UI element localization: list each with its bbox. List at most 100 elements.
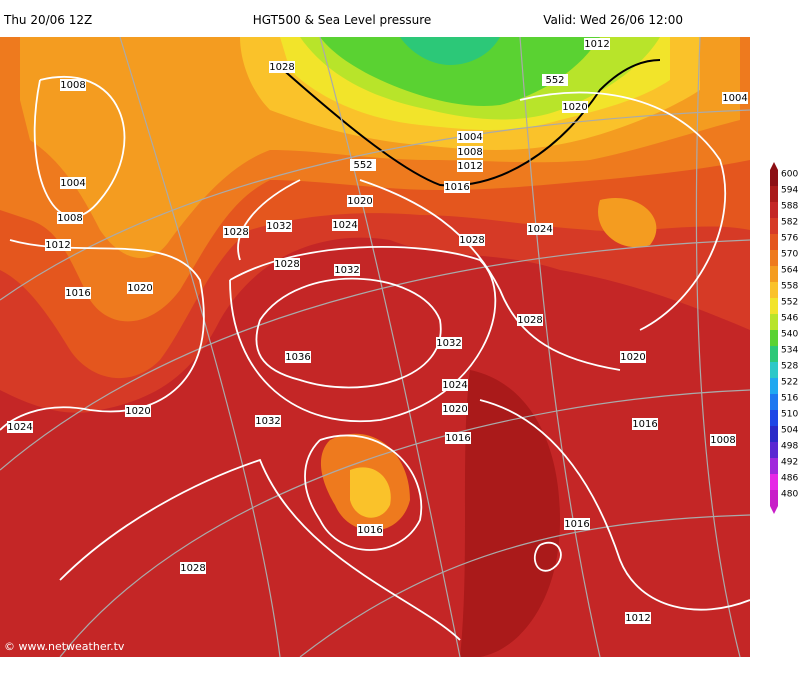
isobar-label: 1016 — [632, 419, 657, 430]
isobar-label-bg — [620, 351, 646, 363]
isobar-label-bg — [527, 223, 553, 235]
isobar-label-bg — [457, 160, 483, 172]
colorbar: 600 594 588 582 576 570 564 558 552 546 540 534 528 5… — [770, 162, 798, 514]
colorbar-label: 576 — [781, 234, 798, 244]
isobar-label-bg — [180, 562, 206, 574]
header-right: Valid: Wed 26/06 12:00 — [543, 13, 683, 27]
isobar-label-bg — [332, 219, 358, 231]
colorbar-label: 504 — [781, 426, 798, 436]
colorbar-swatch — [770, 458, 778, 474]
isobar-label: 1020 — [442, 404, 467, 415]
colorbar-label: 480 — [781, 490, 798, 500]
colorbar-label: 492 — [781, 458, 798, 468]
isobar-label-bg — [350, 159, 376, 171]
colorbar-swatch — [770, 426, 778, 442]
isobar-label: 1024 — [527, 224, 552, 235]
colorbar-swatch — [770, 218, 778, 234]
colorbar-swatch — [770, 474, 778, 490]
colorbar-label: 498 — [781, 442, 798, 452]
isobar-label: 1024 — [442, 380, 467, 391]
isobar-label: 1020 — [127, 283, 152, 294]
isobar-label: 1024 — [332, 220, 357, 231]
isobar-label: 1008 — [710, 435, 735, 446]
isobar-label: 1012 — [625, 613, 650, 624]
isobar-label: 1008 — [60, 80, 85, 91]
isobar-label: 1016 — [564, 519, 589, 530]
colorbar-label: 486 — [781, 474, 798, 484]
colorbar-end — [770, 506, 778, 514]
isobar-label: 1016 — [65, 288, 90, 299]
isobar-label: 1028 — [517, 315, 542, 326]
colorbar-swatch — [770, 410, 778, 426]
colorbar-label: 588 — [781, 202, 798, 212]
isobar-label-bg — [722, 92, 748, 104]
isobar-label: 1008 — [457, 147, 482, 158]
colorbar-swatch — [770, 330, 778, 346]
colorbar-label: 528 — [781, 362, 798, 372]
isobar-label: 1032 — [266, 221, 291, 232]
isobar-label: 1020 — [562, 102, 587, 113]
colorbar-end — [770, 162, 778, 170]
colorbar-swatch — [770, 314, 778, 330]
isobar-label: 1028 — [274, 259, 299, 270]
isobar-label-bg — [269, 61, 295, 73]
colorbar-label: 582 — [781, 218, 798, 228]
isobar-label-bg — [60, 177, 86, 189]
isobar-label-bg — [459, 234, 485, 246]
isobar-label-bg — [562, 101, 588, 113]
isobar-label: 1004 — [60, 178, 85, 189]
isobar-label-bg — [564, 518, 590, 530]
isobar-label-bg — [7, 421, 33, 433]
header-left: Thu 20/06 12Z — [3, 13, 92, 27]
isobar-label-bg — [442, 403, 468, 415]
colorbar-swatch — [770, 346, 778, 362]
isobar-label: 1004 — [457, 132, 482, 143]
isobar-label-bg — [65, 287, 91, 299]
isobar-label: 1032 — [255, 416, 280, 427]
isobar-label: 1020 — [125, 406, 150, 417]
isobar-label-bg — [442, 379, 468, 391]
colorbar-label: 594 — [781, 186, 798, 196]
colorbar-label: 600 — [781, 170, 798, 180]
isobar-label: 1020 — [620, 352, 645, 363]
colorbar-label: 522 — [781, 378, 798, 388]
isobar-label-bg — [255, 415, 281, 427]
isobar-label-bg — [632, 418, 658, 430]
isobar-label: 1028 — [180, 563, 205, 574]
isobar-label: 1012 — [45, 240, 70, 251]
isobar-label: 1012 — [457, 161, 482, 172]
isobar-label: 1032 — [436, 338, 461, 349]
colorbar-label: 510 — [781, 410, 798, 420]
isobar-label-bg — [125, 405, 151, 417]
colorbar-label: 546 — [781, 314, 798, 324]
colorbar-swatch — [770, 282, 778, 298]
isobar-label-bg — [436, 337, 462, 349]
isobar-label: 1016 — [357, 525, 382, 536]
colorbar-label: 540 — [781, 330, 798, 340]
colorbar-label: 570 — [781, 250, 798, 260]
isobar-label-bg — [625, 612, 651, 624]
colorbar-label: 552 — [781, 298, 798, 308]
isobar-label-bg — [285, 351, 311, 363]
isobar-label-bg — [274, 258, 300, 270]
isobar-label-bg — [457, 131, 483, 143]
colorbar-swatch — [770, 378, 778, 394]
isobar-label: 552 — [353, 160, 372, 171]
isobar-label: 1024 — [7, 422, 32, 433]
isobar-label-bg — [223, 226, 249, 238]
isobar-label-bg — [445, 432, 471, 444]
colorbar-swatch — [770, 394, 778, 410]
colorbar-swatch — [770, 362, 778, 378]
colorbar-swatch — [770, 250, 778, 266]
colorbar-swatch — [770, 186, 778, 202]
isobar-label-bg — [584, 38, 610, 50]
colorbar-swatch — [770, 170, 778, 186]
isobar-label-bg — [710, 434, 736, 446]
isobar-label: 552 — [545, 75, 564, 86]
isobar-label-bg — [127, 282, 153, 294]
isobar-label-bg — [517, 314, 543, 326]
isobar-label: 1032 — [334, 265, 359, 276]
colorbar-swatch — [770, 266, 778, 282]
colorbar-label: 564 — [781, 266, 798, 276]
